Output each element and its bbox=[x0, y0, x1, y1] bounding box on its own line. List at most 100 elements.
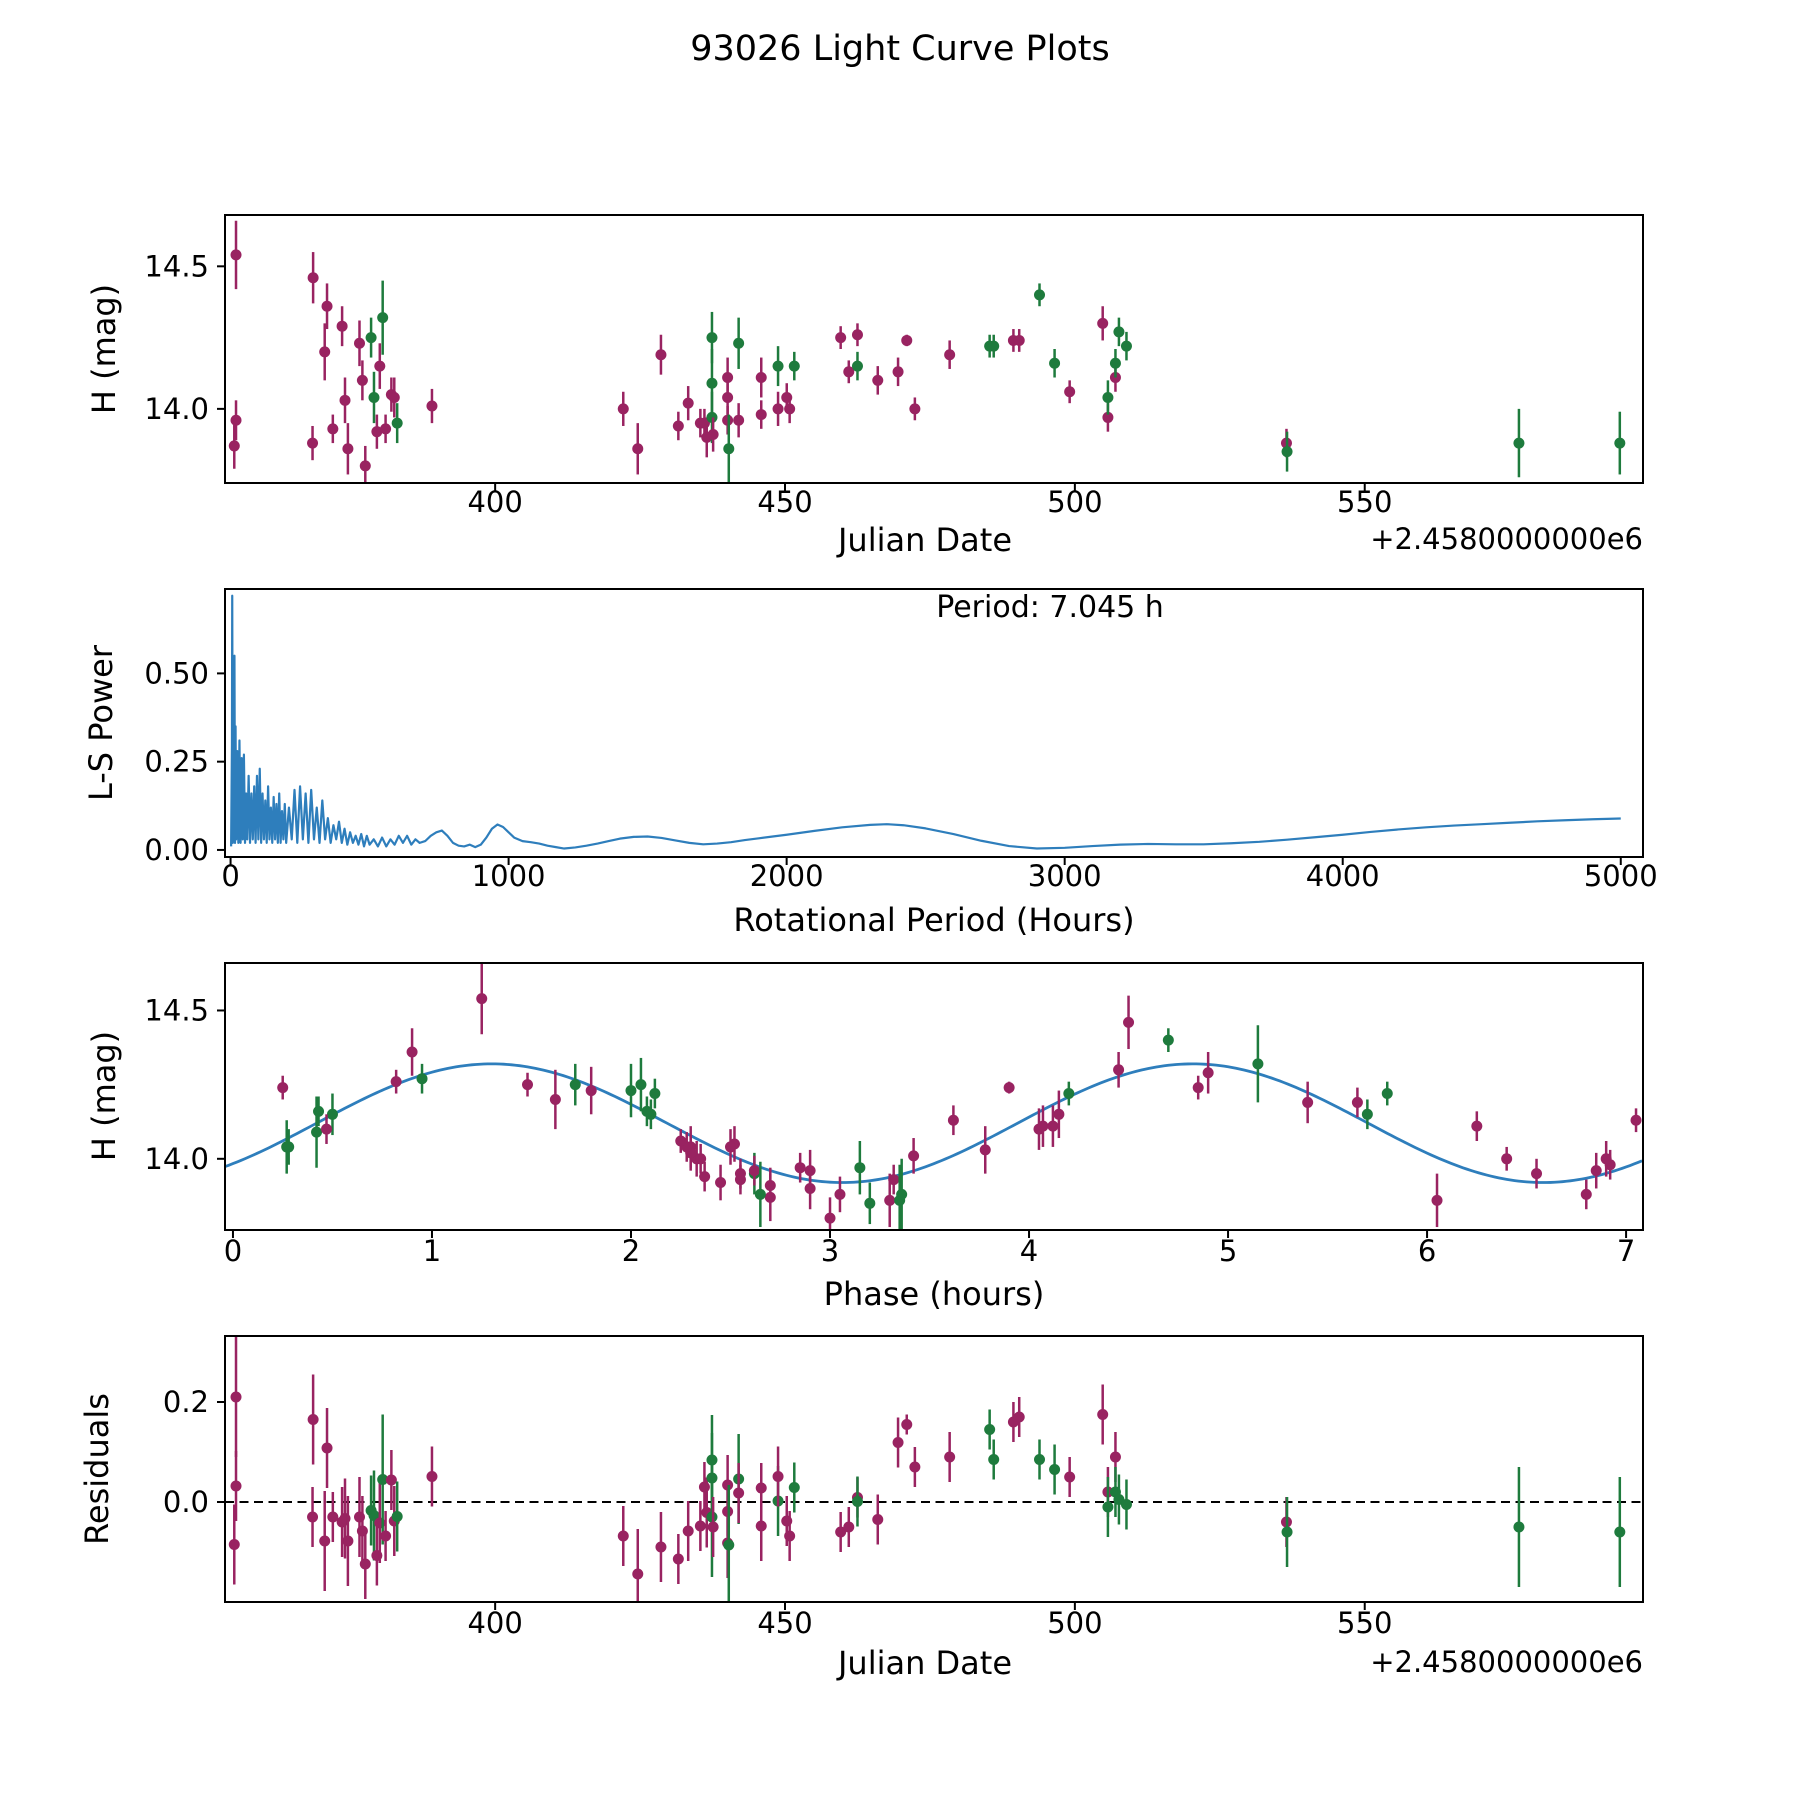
marker bbox=[1471, 1120, 1483, 1132]
data-point-phased bbox=[1202, 1052, 1214, 1094]
data-point-residuals bbox=[632, 1529, 644, 1602]
marker bbox=[1049, 357, 1061, 369]
marker bbox=[1064, 1471, 1076, 1483]
marker bbox=[755, 1482, 767, 1494]
marker bbox=[1614, 437, 1626, 449]
marker bbox=[1281, 1526, 1293, 1538]
data-point-phased bbox=[1361, 1099, 1373, 1130]
marker bbox=[230, 1391, 242, 1403]
marker bbox=[277, 1082, 289, 1094]
marker bbox=[909, 403, 921, 415]
marker bbox=[707, 1521, 719, 1533]
marker bbox=[649, 1088, 661, 1100]
data-point-lightcurve bbox=[1281, 431, 1293, 472]
marker bbox=[804, 1182, 816, 1194]
data-point-lightcurve bbox=[733, 403, 745, 438]
marker bbox=[230, 414, 242, 426]
marker bbox=[228, 1539, 240, 1550]
marker bbox=[1513, 437, 1525, 449]
marker bbox=[843, 366, 855, 378]
marker bbox=[707, 429, 719, 441]
marker bbox=[682, 1525, 694, 1537]
data-point-lightcurve bbox=[851, 351, 863, 381]
data-point-phased bbox=[1630, 1108, 1642, 1133]
marker bbox=[1049, 1464, 1061, 1475]
data-point-phased bbox=[549, 1069, 561, 1130]
data-point-residuals bbox=[1281, 1497, 1293, 1567]
marker bbox=[377, 1474, 389, 1485]
data-point-residuals bbox=[1034, 1439, 1046, 1480]
marker bbox=[901, 334, 913, 346]
data-point-lightcurve bbox=[655, 334, 667, 375]
marker bbox=[406, 1046, 418, 1058]
marker bbox=[1281, 446, 1293, 458]
data-point-phased bbox=[794, 1152, 806, 1183]
data-point-lightcurve bbox=[672, 411, 684, 441]
data-point-phased bbox=[635, 1057, 647, 1112]
marker bbox=[722, 372, 734, 384]
data-point-phased bbox=[1580, 1179, 1592, 1210]
data-point-lightcurve bbox=[723, 414, 735, 483]
data-point-phased bbox=[283, 1129, 295, 1165]
data-point-lightcurve bbox=[230, 220, 242, 290]
marker bbox=[1037, 1120, 1049, 1132]
data-point-residuals bbox=[835, 1512, 847, 1552]
marker bbox=[896, 1188, 908, 1200]
phased-y-axis-label: H (mag) bbox=[85, 1031, 123, 1161]
x-tick-label: 4000 bbox=[1306, 859, 1380, 893]
data-point-lightcurve bbox=[1513, 408, 1525, 478]
data-point-lightcurve bbox=[327, 414, 339, 444]
marker bbox=[1109, 1451, 1121, 1463]
marker bbox=[988, 340, 1000, 352]
data-point-phased bbox=[754, 1161, 766, 1228]
y-tick-label: 14.0 bbox=[144, 1142, 209, 1176]
marker bbox=[733, 337, 745, 349]
data-point-lightcurve bbox=[944, 340, 956, 369]
marker bbox=[655, 1541, 667, 1553]
x-tick-label: 3 bbox=[821, 1234, 839, 1268]
data-point-lightcurve bbox=[1013, 329, 1025, 352]
marker bbox=[327, 1511, 339, 1523]
data-point-phased bbox=[748, 1155, 760, 1186]
marker bbox=[734, 1168, 746, 1180]
marker bbox=[706, 377, 718, 389]
marker bbox=[1531, 1168, 1543, 1180]
data-point-phased bbox=[1302, 1081, 1314, 1124]
data-point-lightcurve bbox=[772, 346, 784, 387]
x-tick-label: 1 bbox=[423, 1234, 441, 1268]
marker bbox=[1102, 411, 1114, 423]
y-tick-label: 14.5 bbox=[144, 249, 209, 283]
marker bbox=[723, 1539, 735, 1551]
marker bbox=[1063, 1088, 1075, 1100]
marker bbox=[672, 1553, 684, 1565]
data-point-phased bbox=[725, 1129, 737, 1165]
marker bbox=[1013, 1411, 1025, 1423]
data-point-phased bbox=[854, 1141, 866, 1195]
x-tick-label: 2 bbox=[622, 1234, 640, 1268]
data-point-residuals bbox=[368, 1470, 380, 1561]
marker bbox=[388, 391, 400, 403]
data-point-residuals bbox=[682, 1501, 694, 1561]
data-point-phased bbox=[1047, 1105, 1059, 1147]
marker bbox=[353, 337, 365, 349]
y-tick-label: 0.00 bbox=[144, 833, 209, 867]
data-point-residuals bbox=[1102, 1477, 1114, 1537]
data-point-residuals bbox=[342, 1496, 354, 1586]
marker bbox=[319, 1535, 331, 1547]
x-tick-label: 500 bbox=[1047, 1606, 1102, 1640]
marker bbox=[230, 1480, 242, 1492]
marker bbox=[794, 1162, 806, 1174]
marker bbox=[319, 346, 331, 358]
marker bbox=[359, 1558, 371, 1570]
periodogram-curve bbox=[230, 594, 1621, 850]
data-point-lightcurve bbox=[307, 425, 319, 461]
marker bbox=[307, 1511, 319, 1523]
x-tick-label: 0 bbox=[224, 1234, 242, 1268]
residuals-x-offset-text: +2.4580000000e6 bbox=[1370, 1645, 1643, 1679]
marker bbox=[909, 1461, 921, 1473]
data-point-lightcurve bbox=[901, 334, 913, 347]
data-point-lightcurve bbox=[356, 360, 368, 401]
data-point-phased bbox=[1471, 1111, 1483, 1141]
data-point-lightcurve bbox=[755, 357, 767, 398]
